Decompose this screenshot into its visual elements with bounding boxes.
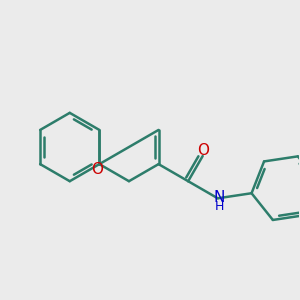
Text: N: N: [213, 190, 225, 205]
Text: O: O: [197, 143, 209, 158]
Text: O: O: [92, 162, 104, 177]
Text: H: H: [214, 200, 224, 213]
